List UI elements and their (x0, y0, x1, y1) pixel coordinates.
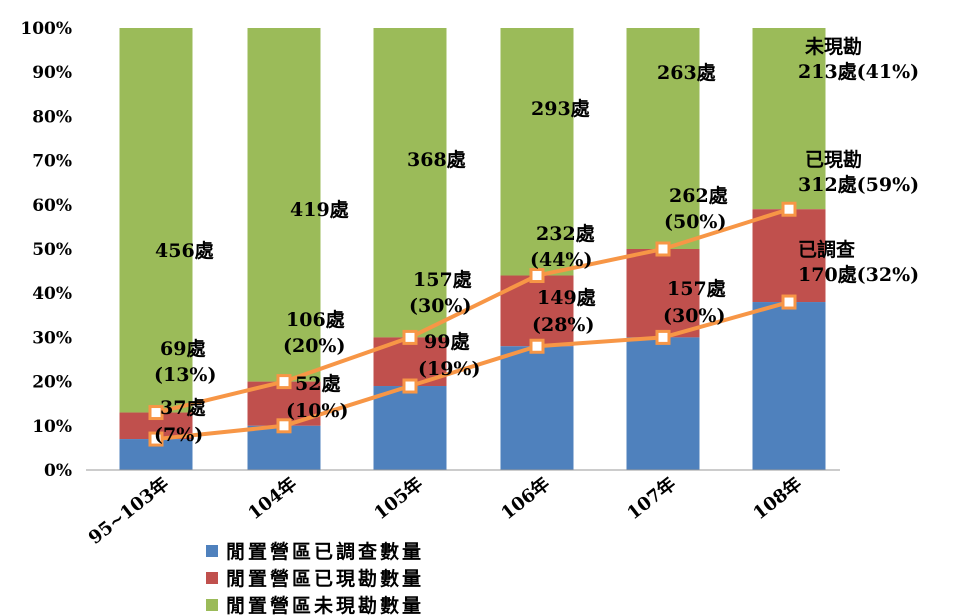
label-investigated-0-pct: (7%) (154, 424, 203, 446)
marker-surveyed-4 (655, 241, 671, 257)
label-unsurveyed-3: 293處 (531, 98, 591, 120)
trend-lines (148, 201, 797, 447)
bar-investigated-2 (373, 386, 447, 470)
x-tick-labels: 95~103年 104年 105年 106年 107年 108年 (84, 473, 806, 549)
bar-unsurveyed-4 (626, 28, 700, 249)
x-tick-4: 107年 (623, 473, 680, 525)
label-investigated-3-pct: (28%) (532, 314, 594, 336)
legend-label-surveyed: 閒置營區已現勘數量 (226, 567, 424, 590)
label-surveyed-2-pct: (30%) (409, 295, 471, 317)
bar-unsurveyed-1 (247, 28, 321, 382)
marker-surveyed-0 (148, 405, 164, 421)
line-surveyed (155, 207, 790, 415)
label-surveyed-1-count: 106處 (286, 309, 346, 331)
y-tick-4: 40% (32, 284, 72, 304)
y-tick-5: 50% (32, 240, 72, 260)
marker-investigated-4 (655, 329, 671, 345)
y-tick-9: 90% (32, 63, 72, 83)
bar-investigated-4 (626, 337, 700, 470)
label-surveyed-2-count: 157處 (413, 269, 473, 291)
x-tick-1: 104年 (244, 473, 301, 525)
bar-surveyed-4 (626, 249, 700, 338)
y-tick-8: 80% (32, 107, 72, 127)
label-investigated-2-count: 99處 (424, 331, 470, 353)
label-surveyed-0-pct: (13%) (154, 364, 216, 386)
marker-surveyed-2 (402, 329, 418, 345)
x-tick-5: 108年 (749, 473, 806, 525)
marker-surveyed-3 (529, 268, 545, 284)
marker-investigated-2 (402, 378, 418, 394)
label-investigated-3-count: 149處 (537, 287, 597, 309)
x-tick-0: 95~103年 (84, 473, 173, 549)
label-surveyed-0-count: 69處 (160, 338, 206, 360)
marker-investigated-0 (148, 431, 164, 447)
label-surveyed-3-pct: (44%) (530, 249, 592, 271)
label-unsurveyed-0: 456處 (155, 240, 215, 262)
label-surveyed-5: 312處(59%) (798, 174, 919, 196)
y-tick-7: 70% (32, 152, 72, 172)
legend-label-unsurveyed: 閒置營區未現勘數量 (226, 594, 424, 615)
marker-investigated-1 (276, 418, 292, 434)
label-unsurveyed-2: 368處 (407, 149, 467, 171)
bar-unsurveyed-0 (119, 28, 193, 413)
data-labels: 456處 419處 368處 293處 263處 213處(41%) 未現勘 6… (154, 35, 919, 446)
line-investigated (155, 300, 790, 442)
y-tick-0: 0% (44, 461, 72, 481)
y-tick-labels: 0% 10% 20% 30% 40% 50% 60% 70% 80% 90% 100% (20, 19, 72, 481)
label-unsurveyed-5: 213處(41%) (798, 61, 919, 83)
y-tick-2: 20% (32, 373, 72, 393)
legend-swatch-surveyed (206, 572, 218, 584)
label-unsurveyed-4: 263處 (657, 62, 717, 84)
y-tick-3: 30% (32, 328, 72, 348)
y-tick-10: 100% (20, 19, 72, 39)
marker-surveyed-1 (276, 374, 292, 390)
x-tick-2: 105年 (370, 473, 427, 525)
label-investigated-0-count: 37處 (160, 397, 206, 419)
label-unsurveyed-1: 419處 (290, 199, 350, 221)
bar-unsurveyed-5 (752, 28, 826, 210)
annotation-investigated: 已調查 (798, 238, 856, 261)
label-surveyed-4-pct: (50%) (664, 211, 726, 233)
legend-label-investigated: 閒置營區已調查數量 (226, 540, 424, 563)
label-surveyed-3-count: 232處 (536, 223, 596, 245)
annotation-unsurveyed: 未現勘 (804, 35, 862, 58)
bar-unsurveyed-2 (373, 28, 447, 338)
bar-unsurveyed-3 (500, 28, 574, 276)
marker-investigated-5 (781, 294, 797, 310)
legend-swatch-unsurveyed (206, 599, 218, 611)
label-investigated-4-count: 157處 (667, 278, 727, 300)
x-tick-3: 106年 (497, 473, 554, 525)
annotation-surveyed: 已現勘 (805, 148, 862, 171)
y-tick-1: 10% (32, 417, 72, 437)
label-investigated-4-pct: (30%) (663, 305, 725, 327)
label-investigated-5: 170處(32%) (798, 264, 919, 286)
label-surveyed-1-pct: (20%) (283, 335, 345, 357)
label-investigated-2-pct: (19%) (418, 358, 480, 380)
label-investigated-1-pct: (10%) (286, 400, 348, 422)
bar-surveyed-5 (752, 209, 826, 303)
legend: 閒置營區已調查數量 閒置營區已現勘數量 閒置營區未現勘數量 (206, 540, 424, 615)
marker-investigated-3 (529, 338, 545, 354)
marker-surveyed-5 (781, 201, 797, 217)
label-investigated-1-count: 52處 (295, 373, 341, 395)
bar-investigated-3 (500, 346, 574, 470)
bars-group (119, 28, 826, 470)
bar-investigated-5 (752, 302, 826, 470)
legend-swatch-investigated (206, 545, 218, 557)
y-tick-6: 60% (32, 196, 72, 216)
label-surveyed-4-count: 262處 (669, 185, 729, 207)
